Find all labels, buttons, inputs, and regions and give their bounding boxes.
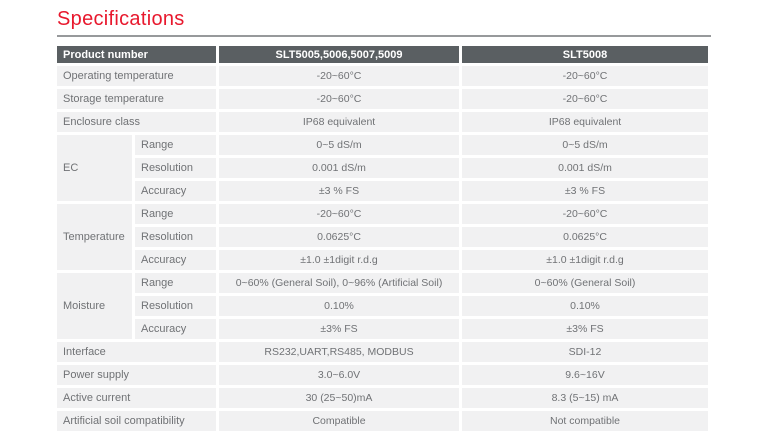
sub-label: Accuracy <box>135 319 220 342</box>
value-slt5005-group: 0.10% <box>219 296 463 319</box>
table-row-temperature-range: Temperature Range -20~60°C -20~60°C <box>57 204 709 273</box>
value-slt5005-group: -20~60°C <box>219 89 463 112</box>
value-slt5005-group: 0.001 dS/m <box>219 158 463 181</box>
table-row-moisture-resolution: Resolution 0.10% 0.10% <box>57 296 709 319</box>
value-slt5008: 0.0625°C <box>462 227 709 250</box>
value-slt5008: -20~60°C <box>462 204 709 227</box>
value-slt5008: ±3% FS <box>462 319 709 342</box>
value-slt5008: -20~60°C <box>462 66 709 89</box>
value-slt5005-group: ±1.0 ±1digit r.d.g <box>219 250 463 273</box>
sub-label: Resolution <box>135 227 220 250</box>
value-slt5005-group: RS232,UART,RS485, MODBUS <box>219 342 463 365</box>
value-slt5008: SDI-12 <box>462 342 709 365</box>
value-slt5005-group: -20~60°C <box>219 66 463 89</box>
table-row-active-current: Active current 30 (25~50)mA 8.3 (5~15) m… <box>57 388 709 411</box>
value-slt5005-group: ±3 % FS <box>219 181 463 204</box>
group-label-temperature: Temperature <box>57 204 135 273</box>
sub-label: Accuracy <box>135 250 220 273</box>
value-slt5005-group: ±3% FS <box>219 319 463 342</box>
table-row-moisture-accuracy: Accuracy ±3% FS ±3% FS <box>57 319 709 342</box>
table-row-enclosure-class: Enclosure class IP68 equivalent IP68 equ… <box>57 112 709 135</box>
value-slt5005-group: 0.0625°C <box>219 227 463 250</box>
value-slt5005-group: 30 (25~50)mA <box>219 388 463 411</box>
value-slt5008: 0.10% <box>462 296 709 319</box>
value-slt5005-group: 3.0~6.0V <box>219 365 463 388</box>
value-slt5008: 9.6~16V <box>462 365 709 388</box>
table-row-ec-resolution: Resolution 0.001 dS/m 0.001 dS/m <box>57 158 709 181</box>
group-label-moisture: Moisture <box>57 273 135 342</box>
table-row-ec-accuracy: Accuracy ±3 % FS ±3 % FS <box>57 181 709 204</box>
value-slt5005-group: IP68 equivalent <box>219 112 463 135</box>
sub-label: Resolution <box>135 158 220 181</box>
header-models-slt5005-5009: SLT5005,5006,5007,5009 <box>219 46 463 66</box>
table-row-moisture-range: Moisture Range 0~60% (General Soil), 0~9… <box>57 273 709 342</box>
table-header-row: Product number SLT5005,5006,5007,5009 SL… <box>57 46 709 66</box>
row-label: Power supply <box>57 365 220 388</box>
value-slt5008: 0~5 dS/m <box>462 135 709 158</box>
header-product-number: Product number <box>57 46 220 66</box>
value-slt5008: IP68 equivalent <box>462 112 709 135</box>
table-row-ec-range: EC Range 0~5 dS/m 0~5 dS/m <box>57 135 709 204</box>
row-label: Artificial soil compatibility <box>57 411 220 431</box>
value-slt5005-group: -20~60°C <box>219 204 463 227</box>
row-label: Operating temperature <box>57 66 220 89</box>
header-model-slt5008: SLT5008 <box>462 46 709 66</box>
value-slt5008: 0.001 dS/m <box>462 158 709 181</box>
value-slt5005-group: 0~60% (General Soil), 0~96% (Artificial … <box>219 273 463 296</box>
row-label: Interface <box>57 342 220 365</box>
value-slt5005-group: 0~5 dS/m <box>219 135 463 158</box>
sub-label: Resolution <box>135 296 220 319</box>
table-row-interface: Interface RS232,UART,RS485, MODBUS SDI-1… <box>57 342 709 365</box>
table-row-temperature-accuracy: Accuracy ±1.0 ±1digit r.d.g ±1.0 ±1digit… <box>57 250 709 273</box>
value-slt5008: ±1.0 ±1digit r.d.g <box>462 250 709 273</box>
table-row-artificial-soil-compatibility: Artificial soil compatibility Compatible… <box>57 411 709 431</box>
group-label-ec: EC <box>57 135 135 204</box>
title-rule <box>57 35 711 37</box>
value-slt5008: 8.3 (5~15) mA <box>462 388 709 411</box>
value-slt5008: Not compatible <box>462 411 709 431</box>
row-label: Enclosure class <box>57 112 220 135</box>
table-row-operating-temperature: Operating temperature -20~60°C -20~60°C <box>57 66 709 89</box>
value-slt5005-group: Compatible <box>219 411 463 431</box>
sub-label: Range <box>135 204 220 227</box>
table-row-temperature-resolution: Resolution 0.0625°C 0.0625°C <box>57 227 709 250</box>
sub-label: Range <box>135 135 220 158</box>
table-row-storage-temperature: Storage temperature -20~60°C -20~60°C <box>57 89 709 112</box>
row-label: Storage temperature <box>57 89 220 112</box>
page-title: Specifications <box>57 8 185 30</box>
table-row-power-supply: Power supply 3.0~6.0V 9.6~16V <box>57 365 709 388</box>
value-slt5008: ±3 % FS <box>462 181 709 204</box>
value-slt5008: -20~60°C <box>462 89 709 112</box>
spec-table: Product number SLT5005,5006,5007,5009 SL… <box>57 46 709 431</box>
value-slt5008: 0~60% (General Soil) <box>462 273 709 296</box>
row-label: Active current <box>57 388 220 411</box>
sub-label: Range <box>135 273 220 296</box>
sub-label: Accuracy <box>135 181 220 204</box>
